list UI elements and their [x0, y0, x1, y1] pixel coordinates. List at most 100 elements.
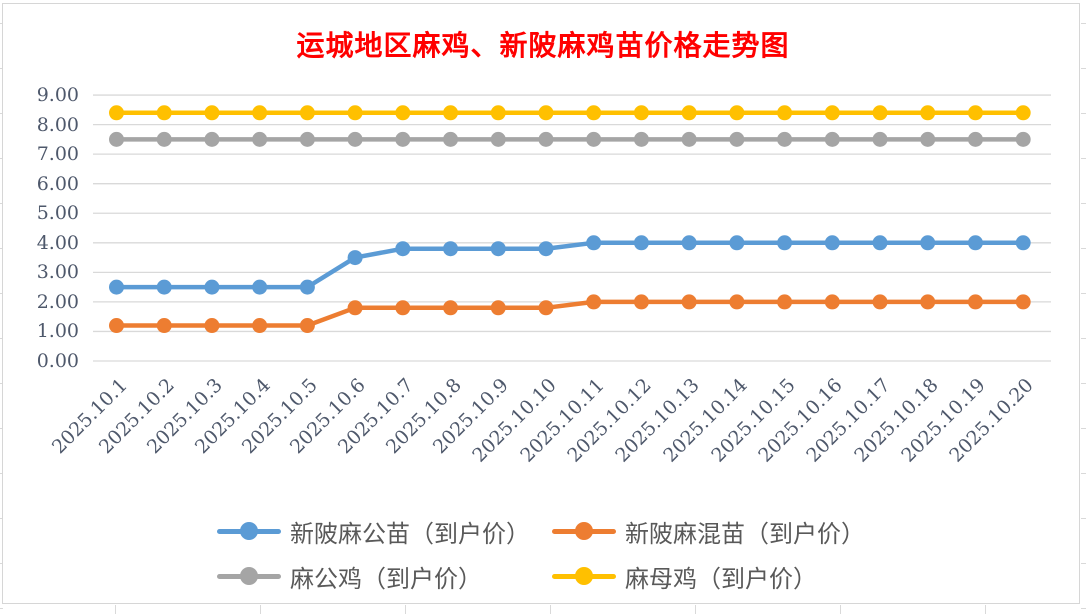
data-point-marker: [490, 241, 506, 257]
sheet-gridline-stub: [1081, 293, 1086, 294]
data-point-marker: [490, 131, 506, 147]
y-axis-tick-label: 2.00: [36, 290, 79, 313]
data-point-marker: [633, 294, 649, 310]
sheet-gridline-stub: [115, 605, 116, 614]
sheet-gridline-stub: [1081, 518, 1086, 519]
legend-item-0: 新陂麻公苗（到户价）: [217, 516, 530, 548]
legend-row: 新陂麻公苗（到户价） 新陂麻混苗（到户价）: [0, 516, 1086, 548]
data-point-marker: [299, 131, 315, 147]
sheet-gridline-stub: [1081, 113, 1086, 114]
sheet-gridline-stub: [550, 605, 551, 614]
data-point-marker: [252, 279, 268, 295]
data-point-marker: [729, 105, 745, 121]
data-point-marker: [109, 131, 124, 147]
legend-marker-icon: [552, 516, 616, 546]
data-point-marker: [920, 235, 936, 251]
data-point-marker: [490, 105, 506, 121]
data-point-marker: [729, 131, 745, 147]
y-axis-tick-label: 5.00: [36, 202, 79, 225]
sheet-gridline-stub: [0, 113, 3, 114]
data-point-marker: [299, 279, 315, 295]
data-point-marker: [204, 318, 220, 334]
data-point-marker: [252, 131, 268, 147]
legend-label: 麻公鸡（到户价）: [290, 564, 482, 593]
data-point-marker: [777, 131, 793, 147]
data-point-marker: [395, 105, 411, 121]
data-point-marker: [252, 318, 268, 334]
sheet-gridline-stub: [0, 338, 3, 339]
data-point-marker: [586, 294, 602, 310]
data-point-marker: [920, 105, 936, 121]
sheet-gridline-stub: [985, 605, 986, 614]
data-point-marker: [681, 294, 697, 310]
sheet-gridline-stub: [1081, 203, 1086, 204]
data-point-marker: [729, 235, 745, 251]
sheet-gridline-stub: [0, 293, 3, 294]
data-point-marker: [156, 318, 172, 334]
data-point-marker: [872, 131, 888, 147]
y-axis-tick-label: 0.00: [36, 350, 79, 372]
data-point-marker: [204, 105, 220, 121]
sheet-gridline-stub: [1081, 158, 1086, 159]
data-point-marker: [395, 131, 411, 147]
sheet-gridline-stub: [0, 518, 3, 519]
legend-marker-icon: [217, 516, 281, 546]
data-point-marker: [395, 241, 411, 257]
data-point-marker: [920, 294, 936, 310]
data-point-marker: [156, 279, 172, 295]
legend-label: 麻母鸡（到户价）: [625, 564, 817, 593]
sheet-gridline-stub: [1081, 68, 1086, 69]
legend-dot-icon: [575, 522, 593, 540]
sheet-gridline-stub: [1081, 563, 1086, 564]
sheet-gridline-stub: [695, 605, 696, 614]
data-point-marker: [824, 131, 840, 147]
data-point-marker: [967, 105, 983, 121]
data-point-marker: [824, 294, 840, 310]
data-point-marker: [824, 105, 840, 121]
data-point-marker: [395, 300, 411, 316]
data-point-marker: [443, 300, 459, 316]
y-axis-tick-label: 9.00: [36, 84, 79, 107]
sheet-gridline-stub: [0, 608, 3, 609]
data-point-marker: [824, 235, 840, 251]
chart-title: 运城地区麻鸡、新陂麻鸡苗价格走势图: [296, 29, 790, 62]
data-point-marker: [872, 235, 888, 251]
legend-dot-icon: [240, 567, 258, 585]
data-point-marker: [872, 105, 888, 121]
sheet-gridline-stub: [405, 605, 406, 614]
data-point-marker: [156, 105, 172, 121]
series-line-1: [114, 299, 1026, 328]
data-point-marker: [681, 235, 697, 251]
data-point-marker: [204, 279, 220, 295]
data-point-marker: [1015, 235, 1031, 251]
series-line-0: [114, 240, 1026, 290]
data-point-marker: [538, 241, 554, 257]
y-axis-tick-label: 4.00: [36, 231, 79, 254]
sheet-gridline-stub: [840, 605, 841, 614]
data-point-marker: [681, 105, 697, 121]
legend-dot-icon: [575, 567, 593, 585]
data-point-marker: [967, 235, 983, 251]
data-point-marker: [443, 241, 459, 257]
data-point-marker: [252, 105, 268, 121]
legend-marker-icon: [552, 561, 616, 591]
legend-row: 麻公鸡（到户价） 麻母鸡（到户价）: [0, 561, 1086, 593]
data-point-marker: [347, 250, 363, 266]
sheet-gridline-stub: [0, 428, 3, 429]
data-point-marker: [538, 300, 554, 316]
sheet-gridline-stub: [0, 68, 3, 69]
sheet-gridline-stub: [0, 473, 3, 474]
data-point-marker: [204, 131, 220, 147]
legend-label: 新陂麻公苗（到户价）: [290, 519, 530, 548]
sheet-gridline-stub: [0, 203, 3, 204]
data-point-marker: [109, 279, 124, 295]
data-point-marker: [299, 105, 315, 121]
data-point-marker: [967, 294, 983, 310]
data-point-marker: [443, 105, 459, 121]
legend-label: 新陂麻混苗（到户价）: [625, 519, 865, 548]
data-point-marker: [633, 131, 649, 147]
y-axis-tick-label: 8.00: [36, 113, 79, 136]
data-point-marker: [777, 294, 793, 310]
sheet-gridline-stub: [1081, 248, 1086, 249]
data-point-marker: [586, 131, 602, 147]
